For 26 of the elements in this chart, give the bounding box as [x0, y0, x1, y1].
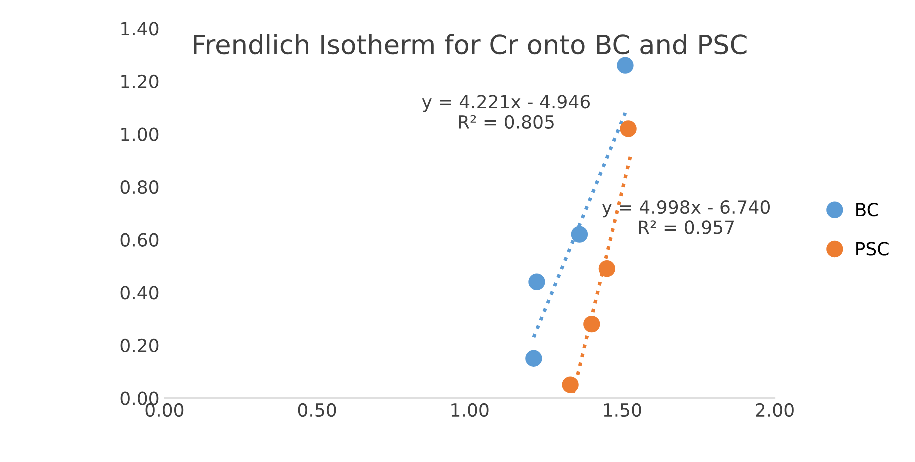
y-tick-label: 0.20 — [120, 338, 159, 353]
point — [562, 376, 579, 394]
annotation: y = 4.221x - 4.946 R² = 0.805 — [422, 95, 590, 129]
y-tick-label: 0.80 — [120, 180, 159, 194]
point — [620, 120, 637, 138]
y-tick-label: 0.60 — [120, 233, 159, 247]
y-tick-label: 1.20 — [122, 74, 159, 89]
y-tick-label: 0.40 — [120, 286, 159, 300]
chart-title: Frendlich Isotherm for Cr onto BC and PSC — [194, 34, 747, 55]
x-tick-label: 1.50 — [604, 403, 642, 418]
point — [598, 260, 616, 278]
legend-label: PSC — [856, 242, 889, 256]
point — [528, 274, 546, 290]
point — [617, 57, 634, 74]
annotation: y = 4.998x - 6.740 R² = 0.957 — [602, 200, 770, 234]
x-tick-label: 2.00 — [756, 403, 794, 418]
x-tick-label: 0.50 — [298, 403, 336, 418]
x-tick-label: 1.00 — [452, 403, 489, 418]
point — [584, 316, 600, 333]
y-tick-label: 1.00 — [122, 128, 159, 142]
legend-label: BC — [856, 203, 878, 217]
x-tick-label: 0.00 — [146, 403, 184, 418]
point — [526, 350, 542, 367]
point — [571, 226, 588, 243]
y-tick-label: 1.40 — [122, 22, 159, 36]
y-tick-label: 0.00 — [120, 392, 159, 406]
